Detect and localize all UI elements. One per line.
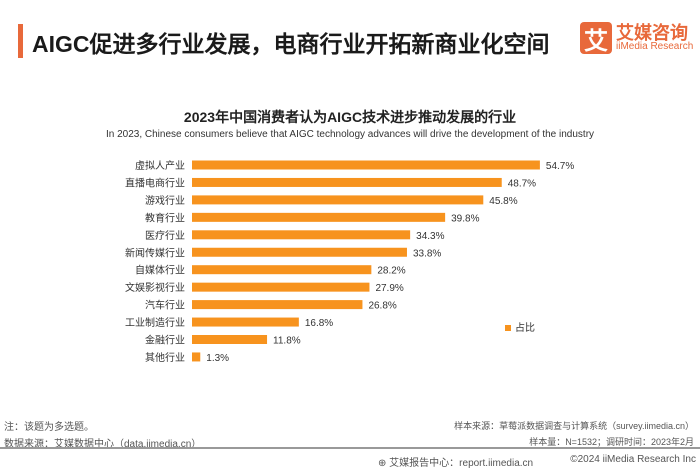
data-label: 11.8% [273, 336, 301, 347]
data-source: 数据来源：艾媒数据中心（data.iimedia.cn） [4, 439, 202, 450]
bar [192, 247, 407, 257]
bar [192, 212, 446, 222]
title-accent-bar [18, 24, 23, 58]
category-label: 文娱影视行业 [125, 281, 185, 294]
category-label: 金融行业 [145, 334, 185, 347]
category-label: 教育行业 [145, 211, 185, 224]
logo-cn: 艾媒咨询 [616, 23, 688, 43]
data-label: 45.8% [489, 196, 517, 207]
data-label: 54.7% [546, 161, 574, 172]
data-label: 33.8% [413, 248, 441, 259]
chart-subtitle: In 2023, Chinese consumers believe that … [105, 129, 595, 140]
category-label: 汽车行业 [145, 299, 185, 312]
bar [192, 177, 502, 187]
category-label: 其他行业 [145, 351, 185, 364]
bar [192, 230, 411, 240]
category-label: 新闻传媒行业 [125, 246, 185, 259]
logo: 艾 艾媒咨询 iiMedia Research [580, 22, 694, 55]
logo-mark: 艾 [580, 22, 612, 55]
footnote: 注：该题为多选题。 [4, 422, 94, 433]
data-label: 48.7% [508, 178, 536, 189]
report-link[interactable]: 艾媒报告中心：report.iimedia.cn [389, 458, 534, 469]
data-label: 27.9% [375, 283, 403, 294]
category-label: 直播电商行业 [125, 176, 185, 189]
data-label: 28.2% [377, 266, 405, 277]
bar [192, 282, 370, 292]
sample-source: 样本来源：草莓派数据调查与计算系统（survey.iimedia.cn） [454, 421, 694, 431]
bar [192, 352, 201, 362]
sample-size: 样本量：N=1532；调研时间：2023年2月 [529, 437, 694, 447]
legend-label: 占比 [515, 321, 535, 334]
bar [192, 195, 484, 205]
report-center: ⊕ 艾媒报告中心：report.iimedia.cn [378, 458, 534, 469]
bar [192, 335, 268, 344]
category-label: 自媒体行业 [135, 264, 185, 277]
category-label: 医疗行业 [145, 229, 185, 242]
page-title: AIGC促进多行业发展，电商行业开拓新商业化空间 [32, 31, 550, 57]
bar [192, 300, 363, 310]
copyright: ©2024 iiMedia Research Inc [570, 454, 696, 465]
data-label: 26.8% [368, 301, 396, 312]
bar [192, 317, 299, 327]
data-label: 39.8% [451, 213, 479, 224]
bar [192, 265, 372, 275]
data-label: 16.8% [305, 318, 333, 329]
logo-en: iiMedia Research [616, 41, 694, 52]
data-label: 34.3% [416, 231, 444, 242]
footer-divider [0, 447, 700, 449]
legend-swatch [505, 325, 511, 331]
category-label: 工业制造行业 [125, 316, 185, 329]
bar [192, 160, 540, 170]
category-label: 虚拟人产业 [135, 159, 185, 172]
category-label: 游戏行业 [145, 194, 185, 207]
data-label: 1.3% [206, 353, 229, 364]
chart-title: 2023年中国消费者认为AIGC技术进步推动发展的行业 [183, 109, 517, 125]
